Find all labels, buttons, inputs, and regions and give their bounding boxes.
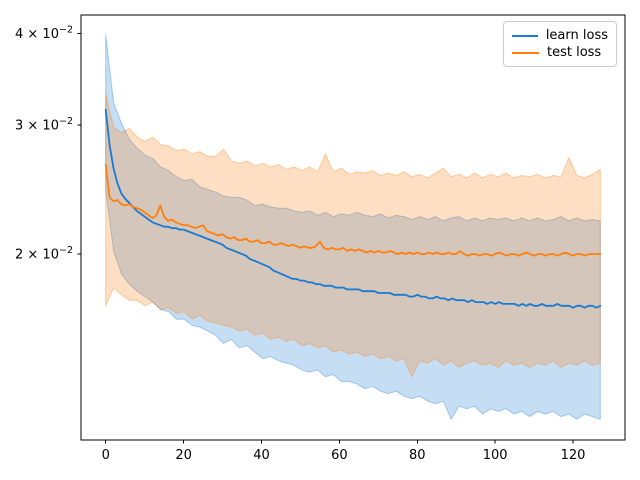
y-axis: 2 × 10−2 3 × 10−2 4 × 10−2	[15, 25, 81, 263]
legend-label-test-loss: test loss	[547, 45, 602, 60]
test-loss-line	[104, 163, 602, 257]
x-tick-label: 40	[253, 448, 270, 463]
y-tick-label: 3 × 10−2	[15, 116, 73, 134]
x-tick-label: 80	[409, 448, 426, 463]
y-tick-label: 2 × 10−2	[15, 245, 73, 263]
test-loss-line-sample	[512, 51, 539, 54]
legend-label-learn-loss: learn loss	[545, 28, 608, 43]
x-tick-label: 0	[102, 448, 110, 463]
legend-item-learn-loss: learn loss	[512, 27, 608, 44]
x-tick-label: 20	[175, 448, 192, 463]
learn-loss-line	[104, 108, 602, 309]
x-tick-label: 120	[561, 448, 586, 463]
legend-item-test-loss: test loss	[512, 44, 608, 61]
y-tick-label: 4 × 10−2	[15, 25, 73, 43]
legend: learn loss test loss	[503, 21, 617, 67]
plot-frame	[80, 14, 626, 441]
learn-loss-band	[105, 34, 601, 420]
learn-loss-line-sample	[512, 34, 538, 37]
x-tick-label: 100	[483, 448, 508, 463]
test-loss-band	[105, 94, 601, 378]
x-tick-label: 60	[331, 448, 348, 463]
x-axis: 0 20 40 60 80 100 120	[102, 440, 586, 463]
